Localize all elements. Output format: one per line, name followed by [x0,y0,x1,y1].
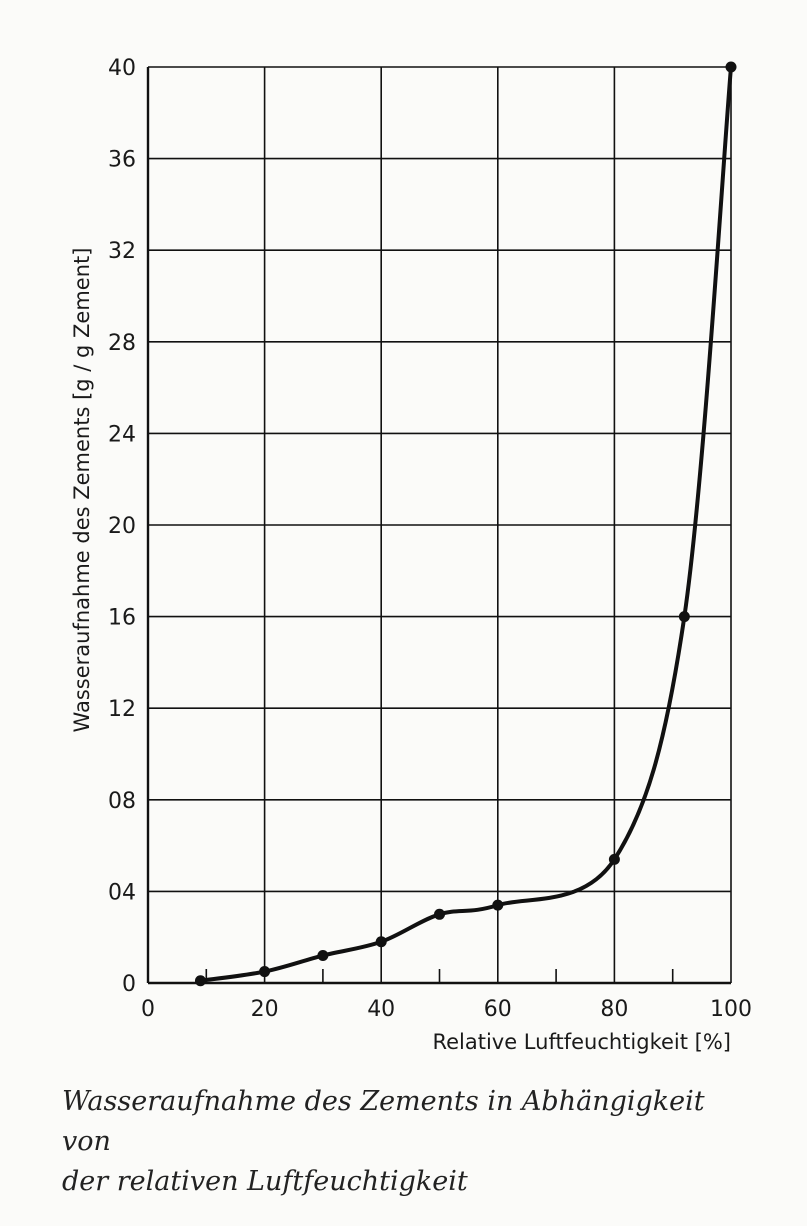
y-tick-label: 12 [108,697,136,722]
y-tick-label: 28 [108,331,136,356]
data-point [492,899,504,911]
data-point [317,950,329,962]
data-point [194,975,206,987]
grid [148,66,732,983]
y-tick-label: 32 [108,239,136,264]
data-point [608,853,620,865]
series-line [198,65,733,983]
caption-line-2: der relativen Luftfeuchtigkeit [62,1166,468,1197]
x-axis-ticks: 0 20 40 60 80 100 [141,997,752,1022]
axes [146,67,731,985]
x-tick-label: 100 [710,997,752,1022]
y-tick-label: 40 [108,56,136,81]
y-tick-label: 24 [108,422,136,447]
data-point [259,966,271,978]
chart: 0 20 40 60 80 100 0 04 08 12 16 20 24 28 32 36 40 Relat… [70,56,752,1054]
x-tick-label: 0 [141,997,155,1022]
x-axis-title: Relative Luftfeuchtigkeit [%] [432,1030,731,1054]
y-tick-label: 08 [108,789,136,814]
y-tick-label: 20 [108,514,136,539]
y-axis-ticks: 0 04 08 12 16 20 24 28 32 36 40 [108,56,136,997]
caption-line-1: Wasseraufnahme des Zements in Abhängigke… [62,1086,705,1157]
data-point [375,936,387,948]
data-point [725,61,737,73]
y-tick-label: 04 [108,880,136,905]
data-point [678,611,690,623]
data-points [194,61,737,987]
y-tick-label: 36 [108,148,136,173]
figure-caption: Wasseraufnahme des Zements in Abhängigke… [62,1082,762,1202]
y-tick-label: 16 [108,606,136,631]
data-point [434,908,445,920]
x-tick-label: 60 [484,997,512,1022]
x-tick-label: 40 [367,997,395,1022]
y-axis-title: Wasseraufnahme des Zements [g / g Zement… [70,248,94,733]
x-tick-label: 80 [600,997,628,1022]
y-tick-label: 0 [122,972,136,997]
x-tick-label: 20 [251,997,279,1022]
